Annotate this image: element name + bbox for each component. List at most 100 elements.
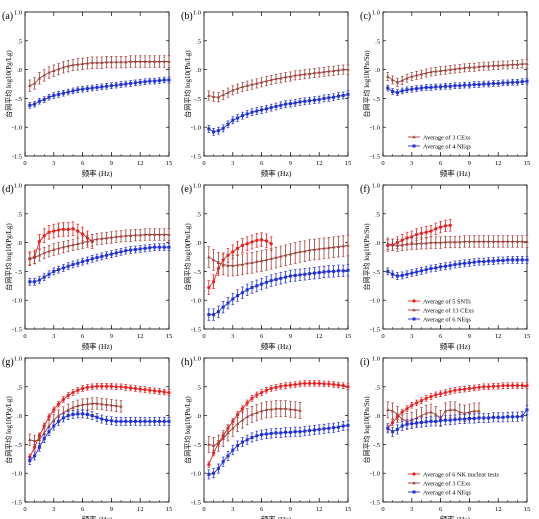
data-point — [284, 275, 288, 279]
data-point — [472, 239, 476, 243]
data-point — [81, 232, 85, 236]
legend-label: Average of 5 SNTs — [423, 298, 471, 305]
data-point — [240, 440, 244, 444]
x-tick-label: 6 — [439, 506, 443, 513]
series — [28, 76, 171, 109]
data-point — [143, 59, 147, 63]
data-point — [496, 415, 500, 419]
data-point — [443, 224, 447, 228]
data-point — [85, 385, 89, 389]
data-point — [501, 239, 505, 243]
data-point — [410, 235, 414, 239]
data-point — [410, 241, 414, 245]
data-point — [458, 66, 462, 70]
data-point — [56, 246, 61, 250]
legend-swatch-marker — [412, 299, 416, 303]
data-point — [332, 269, 336, 273]
series — [28, 243, 171, 286]
data-point — [71, 63, 75, 67]
data-point — [482, 385, 486, 389]
data-point — [153, 245, 157, 249]
data-point — [133, 81, 137, 85]
data-point — [143, 80, 147, 84]
data-point — [415, 421, 419, 425]
data-point — [386, 426, 390, 430]
data-point — [105, 418, 109, 422]
data-point — [207, 127, 211, 131]
x-tick-label: 0 — [23, 160, 26, 167]
data-point — [453, 240, 457, 244]
data-point — [510, 62, 515, 66]
data-point — [245, 414, 249, 418]
data-point — [167, 390, 171, 395]
data-point — [250, 412, 254, 416]
data-point — [236, 294, 240, 298]
data-point — [410, 403, 414, 407]
series-line — [387, 259, 527, 277]
x-tick-label: 3 — [231, 160, 234, 167]
data-point — [245, 242, 249, 246]
data-point — [148, 388, 152, 392]
data-point — [109, 235, 114, 239]
x-tick-label: 3 — [231, 506, 234, 513]
data-point — [260, 238, 264, 242]
y-tick-label: .0 — [196, 67, 201, 74]
data-point — [129, 386, 133, 390]
series — [386, 404, 529, 437]
series — [28, 55, 171, 92]
x-tick-label: 9 — [289, 160, 292, 167]
data-point — [42, 98, 46, 102]
data-point — [95, 384, 99, 388]
data-point — [307, 71, 312, 75]
data-point — [327, 245, 331, 249]
data-point — [100, 85, 104, 89]
data-point — [56, 413, 61, 417]
data-point — [42, 251, 46, 255]
data-point — [90, 86, 94, 90]
data-point — [434, 412, 438, 416]
data-point — [245, 112, 249, 116]
data-point — [240, 291, 244, 295]
x-tick-label: 0 — [202, 333, 205, 340]
x-axis-label: 频率 (Hz) — [82, 341, 113, 351]
data-point — [114, 235, 118, 239]
data-point — [211, 258, 216, 262]
legend: Average of 6 NK nuclear tests Average of … — [408, 471, 499, 496]
data-point — [288, 252, 293, 256]
x-tick-label: 12 — [495, 506, 502, 513]
series-line — [387, 385, 527, 429]
data-point — [235, 263, 240, 267]
data-point — [274, 277, 278, 281]
data-point — [153, 79, 157, 83]
data-point — [303, 99, 307, 103]
x-tick-label: 6 — [260, 333, 264, 340]
data-point — [501, 258, 505, 262]
data-point — [279, 254, 283, 258]
data-point — [119, 419, 123, 423]
y-tick-label: 1.0 — [372, 356, 380, 363]
data-point — [293, 251, 297, 255]
data-point — [119, 234, 123, 238]
data-point — [33, 102, 37, 106]
data-point — [458, 417, 462, 421]
x-tick-label: 0 — [381, 333, 384, 340]
data-point — [109, 252, 113, 256]
data-point — [443, 409, 448, 413]
data-point — [57, 402, 61, 406]
data-point — [114, 251, 118, 255]
data-point — [472, 65, 476, 69]
data-point — [207, 442, 211, 446]
data-point — [520, 239, 524, 243]
data-point — [57, 228, 61, 232]
y-tick-label: .0 — [17, 240, 22, 247]
data-point — [415, 270, 419, 274]
y-tick-label: 1.0 — [14, 10, 22, 17]
data-point — [491, 259, 495, 263]
data-point — [419, 72, 424, 76]
data-point — [467, 416, 471, 420]
data-point — [105, 84, 109, 88]
series — [386, 256, 529, 280]
data-point — [390, 78, 395, 82]
x-tick-label: 15 — [524, 160, 531, 167]
data-point — [61, 227, 65, 231]
